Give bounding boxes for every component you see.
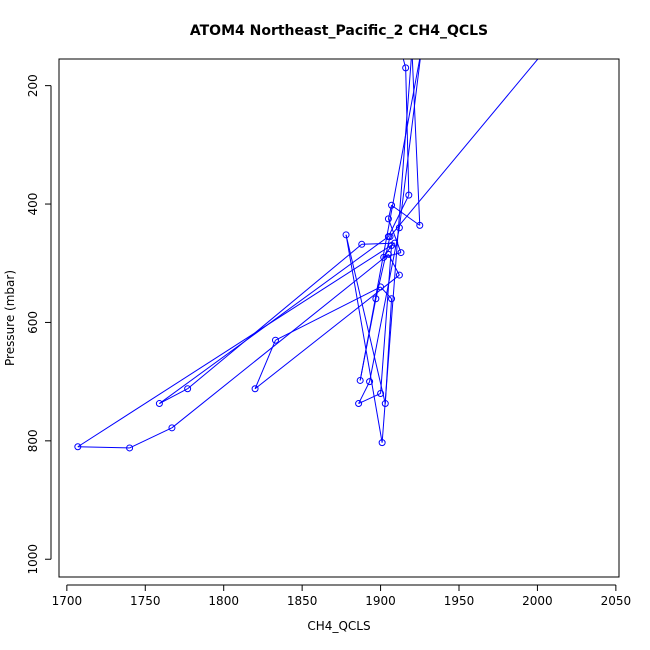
data-point (388, 201, 396, 209)
data-point (395, 224, 403, 232)
data-point (377, 283, 385, 291)
series-line-segment (389, 59, 539, 237)
data-point (356, 376, 364, 384)
data-point (168, 424, 176, 432)
data-point (418, 47, 424, 53)
y-tick-label: 1000 (26, 544, 40, 575)
series-layer (74, 47, 548, 452)
series-line-segment (171, 253, 389, 429)
x-tick-label: 1800 (208, 594, 239, 608)
series-line-segment (358, 381, 371, 404)
data-point (381, 400, 389, 408)
data-point (358, 240, 366, 248)
x-tick-label: 1900 (365, 594, 396, 608)
data-point (184, 385, 192, 393)
plot-frame (58, 58, 620, 578)
data-point (384, 215, 392, 223)
data-point (271, 336, 279, 344)
series-line-segment (345, 234, 383, 443)
data-point (405, 191, 413, 199)
series-line-segment (381, 59, 412, 443)
x-axis: 1700 1750 1800 1850 1900 1950 2000 2050 (52, 584, 632, 608)
series-line-segment (387, 194, 410, 237)
series-line-segment (254, 340, 276, 389)
series-line-segment (77, 242, 395, 448)
data-point (395, 271, 403, 279)
data-point (416, 221, 424, 229)
data-point (251, 385, 259, 393)
series-line-segment (369, 227, 400, 382)
data-point (355, 400, 363, 408)
series-line-segment (129, 427, 173, 449)
x-tick-label: 1750 (130, 594, 161, 608)
series-line-segment (187, 243, 363, 390)
y-axis-label: Pressure (mbar) (3, 270, 17, 366)
series-line-segment (77, 446, 130, 449)
series-line-segment (398, 59, 421, 228)
series-line-segment (387, 205, 393, 219)
data-point (398, 47, 404, 53)
series-line-segment (391, 204, 421, 226)
data-point (342, 231, 350, 239)
y-axis: 200 400 600 800 1000 (26, 74, 52, 575)
data-point (542, 47, 548, 53)
data-point (388, 241, 396, 249)
data-point (397, 249, 405, 257)
y-tick-label: 200 (26, 74, 40, 97)
data-point (377, 389, 385, 397)
series-line-segment (405, 67, 410, 196)
series-line-segment (254, 274, 400, 390)
data-point (74, 443, 82, 451)
x-tick-label: 2050 (601, 594, 632, 608)
data-point (372, 295, 380, 303)
data-point (402, 64, 410, 72)
data-point (378, 439, 386, 447)
data-point (126, 444, 134, 452)
series-line-segment (159, 388, 188, 404)
data-point (155, 400, 163, 408)
series-line-segment (159, 236, 389, 404)
chart-title: ATOM4 Northeast_Pacific_2 CH4_QCLS (190, 23, 488, 39)
series-line-segment (359, 298, 377, 381)
series-line-segment (345, 234, 386, 404)
series-line-segment (387, 218, 402, 253)
data-point (380, 253, 388, 261)
x-tick-label: 1700 (52, 594, 83, 608)
x-tick-label: 1850 (287, 594, 318, 608)
y-tick-label: 800 (26, 429, 40, 452)
data-point (366, 378, 374, 386)
x-axis-label: CH4_QCLS (307, 619, 370, 633)
y-tick-label: 400 (26, 193, 40, 216)
data-point (388, 295, 396, 303)
series-line-segment (275, 286, 381, 341)
y-tick-label: 600 (26, 311, 40, 334)
x-tick-label: 1950 (444, 594, 475, 608)
data-point (386, 233, 394, 241)
series-line-segment (411, 59, 421, 226)
series-line-segment (380, 245, 393, 394)
x-tick-label: 2000 (522, 594, 553, 608)
series-line-segment (358, 393, 381, 404)
data-point (409, 47, 415, 53)
